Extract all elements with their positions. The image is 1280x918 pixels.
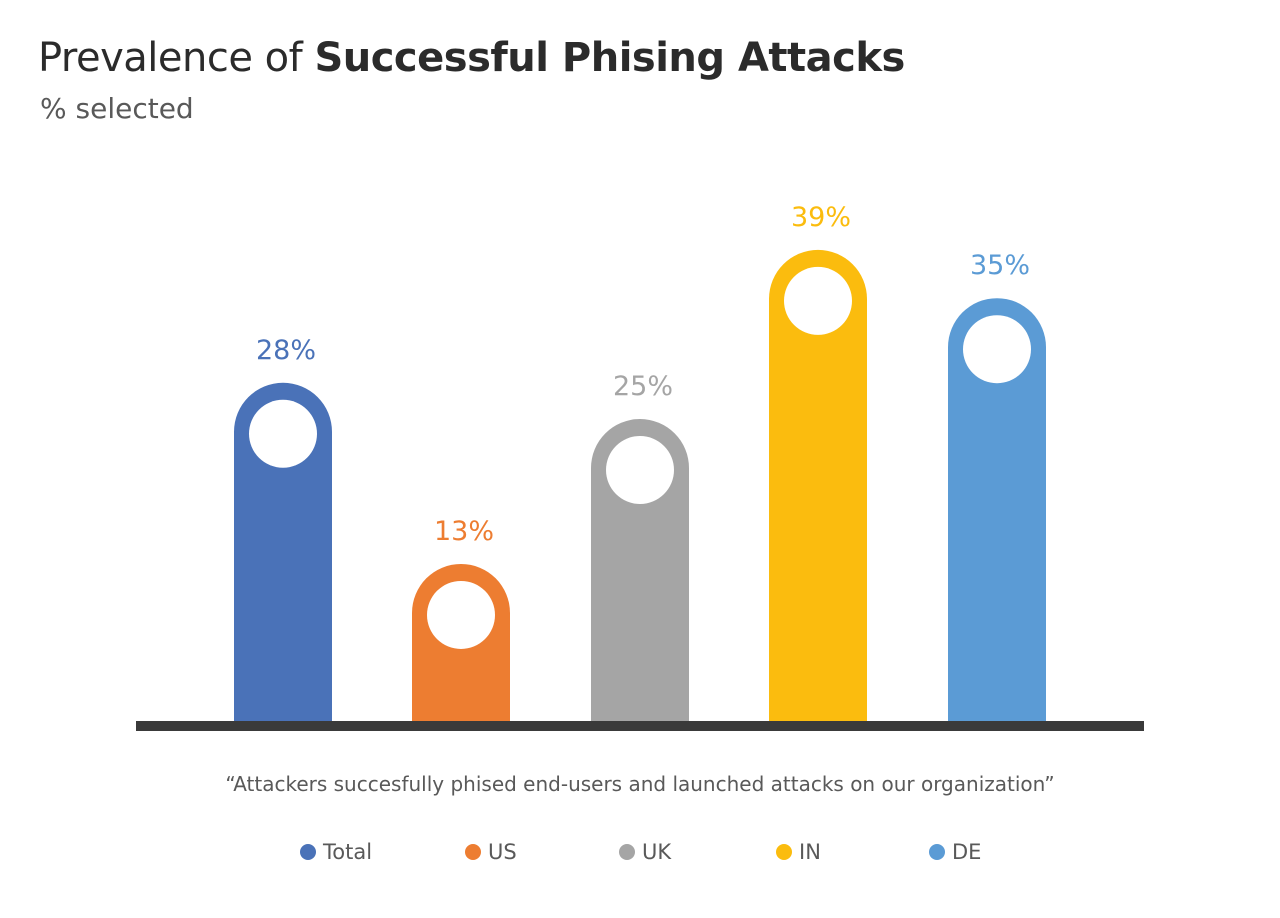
bar-uk (591, 419, 689, 721)
bar-hole-uk (606, 436, 674, 504)
chart-title: Prevalence of Successful Phising Attacks (38, 30, 905, 86)
data-label-uk: 25% (613, 371, 673, 402)
legend-marker (776, 844, 792, 860)
legend-item-us: US (465, 837, 517, 867)
legend-label: DE (952, 840, 982, 864)
legend-marker (929, 844, 945, 860)
bar-group-us: 13% (412, 516, 510, 721)
chart-title-prefix: Prevalence of (38, 35, 315, 81)
legend-item-de: DE (929, 837, 981, 867)
legend-label: US (488, 840, 517, 864)
bar-group-de: 35% (948, 250, 1046, 721)
legend-marker (300, 844, 316, 860)
legend-marker (465, 844, 481, 860)
data-label-total: 28% (256, 335, 316, 366)
bar-hole-us (427, 580, 495, 649)
bar-hole-de (963, 315, 1031, 384)
legend-label: UK (642, 840, 672, 864)
chart-subtitle: % selected (40, 92, 194, 125)
data-label-us: 13% (434, 516, 494, 547)
data-label-de: 35% (970, 250, 1030, 281)
bar-hole-in (784, 266, 852, 335)
bar-in (769, 249, 867, 721)
legend-item-uk: UK (619, 837, 671, 867)
chart-title-bold: Successful Phising Attacks (314, 35, 905, 81)
legend-label: IN (799, 840, 821, 864)
bar-de (948, 298, 1046, 721)
legend-marker (619, 844, 635, 860)
bar-group-in: 39% (769, 202, 867, 721)
data-label-in: 39% (791, 202, 851, 233)
bar-hole-total (249, 399, 317, 468)
bar-total (234, 382, 332, 721)
bar-group-total: 28% (234, 335, 332, 721)
x-axis-baseline (136, 721, 1144, 731)
legend-label: Total (323, 840, 373, 864)
bar-group-uk: 25% (591, 371, 689, 721)
legend-item-total: Total (300, 837, 372, 867)
chart-caption: “Attackers succesfully phised end-users … (225, 772, 1055, 796)
legend-item-in: IN (776, 837, 821, 867)
legend: Total US UK IN DE (0, 837, 1280, 867)
